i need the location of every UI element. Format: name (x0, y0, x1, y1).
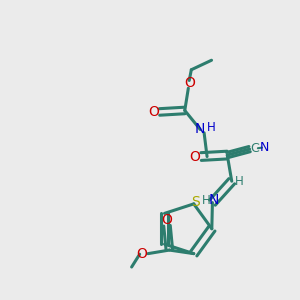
Text: N: N (195, 122, 206, 136)
Text: N: N (209, 193, 219, 207)
Text: O: O (136, 247, 148, 261)
Text: N: N (260, 141, 269, 154)
Text: H: H (207, 121, 215, 134)
Text: S: S (191, 195, 200, 209)
Text: H: H (235, 175, 244, 188)
Text: O: O (184, 76, 195, 90)
Text: C: C (250, 142, 259, 155)
Text: O: O (190, 150, 201, 164)
Text: H: H (202, 194, 210, 207)
Text: O: O (161, 213, 172, 227)
Text: O: O (148, 105, 159, 119)
